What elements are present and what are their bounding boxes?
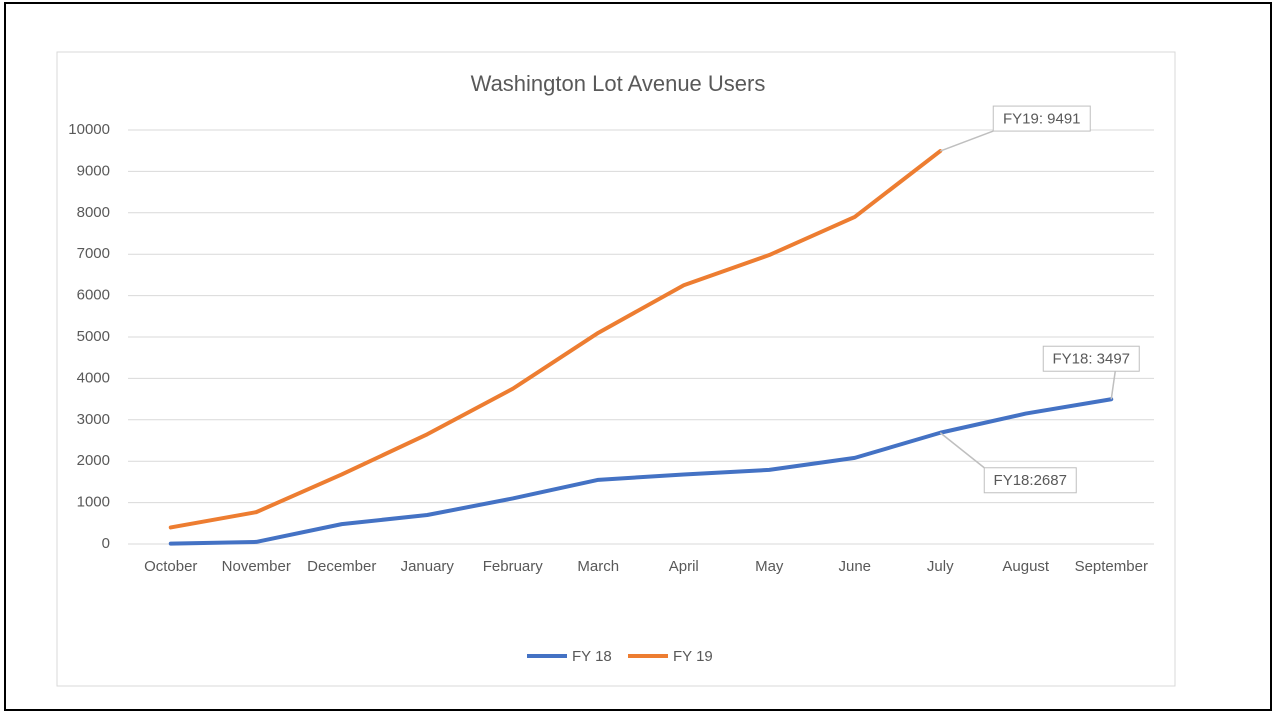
x-tick-label: December [307, 558, 376, 575]
y-tick-label: 9000 [77, 162, 110, 179]
callout-leader [939, 432, 985, 469]
series-line [168, 149, 943, 530]
y-tick-label: 4000 [77, 369, 110, 386]
y-tick-label: 0 [102, 535, 110, 552]
data-label: FY18:2687 [994, 472, 1067, 489]
x-tick-label: March [577, 558, 619, 575]
data-label: FY18: 3497 [1052, 351, 1130, 368]
x-tick-label: January [401, 558, 455, 575]
x-tick-label: April [669, 558, 699, 575]
y-tick-label: 3000 [77, 411, 110, 428]
callout-box [992, 105, 1091, 132]
x-tick-label: November [222, 558, 291, 575]
x-tick-label: June [838, 558, 871, 575]
x-tick-label: February [483, 558, 544, 575]
y-tick-label: 7000 [77, 245, 110, 262]
y-tick-label: 6000 [77, 287, 110, 304]
y-tick-label: 10000 [68, 121, 110, 138]
callout-box [1042, 345, 1140, 372]
y-tick-label: 2000 [77, 452, 110, 469]
y-tick-label: 5000 [77, 328, 110, 345]
x-tick-label: September [1075, 558, 1148, 575]
series-line [168, 397, 1114, 546]
x-tick-label: July [927, 558, 954, 575]
legend-label: FY 18 [572, 648, 612, 665]
y-tick-label: 1000 [77, 494, 110, 511]
legend-label: FY 19 [673, 648, 713, 665]
x-tick-label: October [144, 558, 197, 575]
callout-leader [939, 130, 994, 152]
callout-box [983, 467, 1077, 494]
y-tick-label: 8000 [77, 204, 110, 221]
callout-leader [1110, 371, 1116, 400]
x-tick-label: May [755, 558, 784, 575]
chart-title: Washington Lot Avenue Users [471, 71, 766, 96]
chart-area [56, 51, 1176, 687]
data-label: FY19: 9491 [1003, 111, 1081, 128]
x-tick-label: August [1002, 558, 1050, 575]
